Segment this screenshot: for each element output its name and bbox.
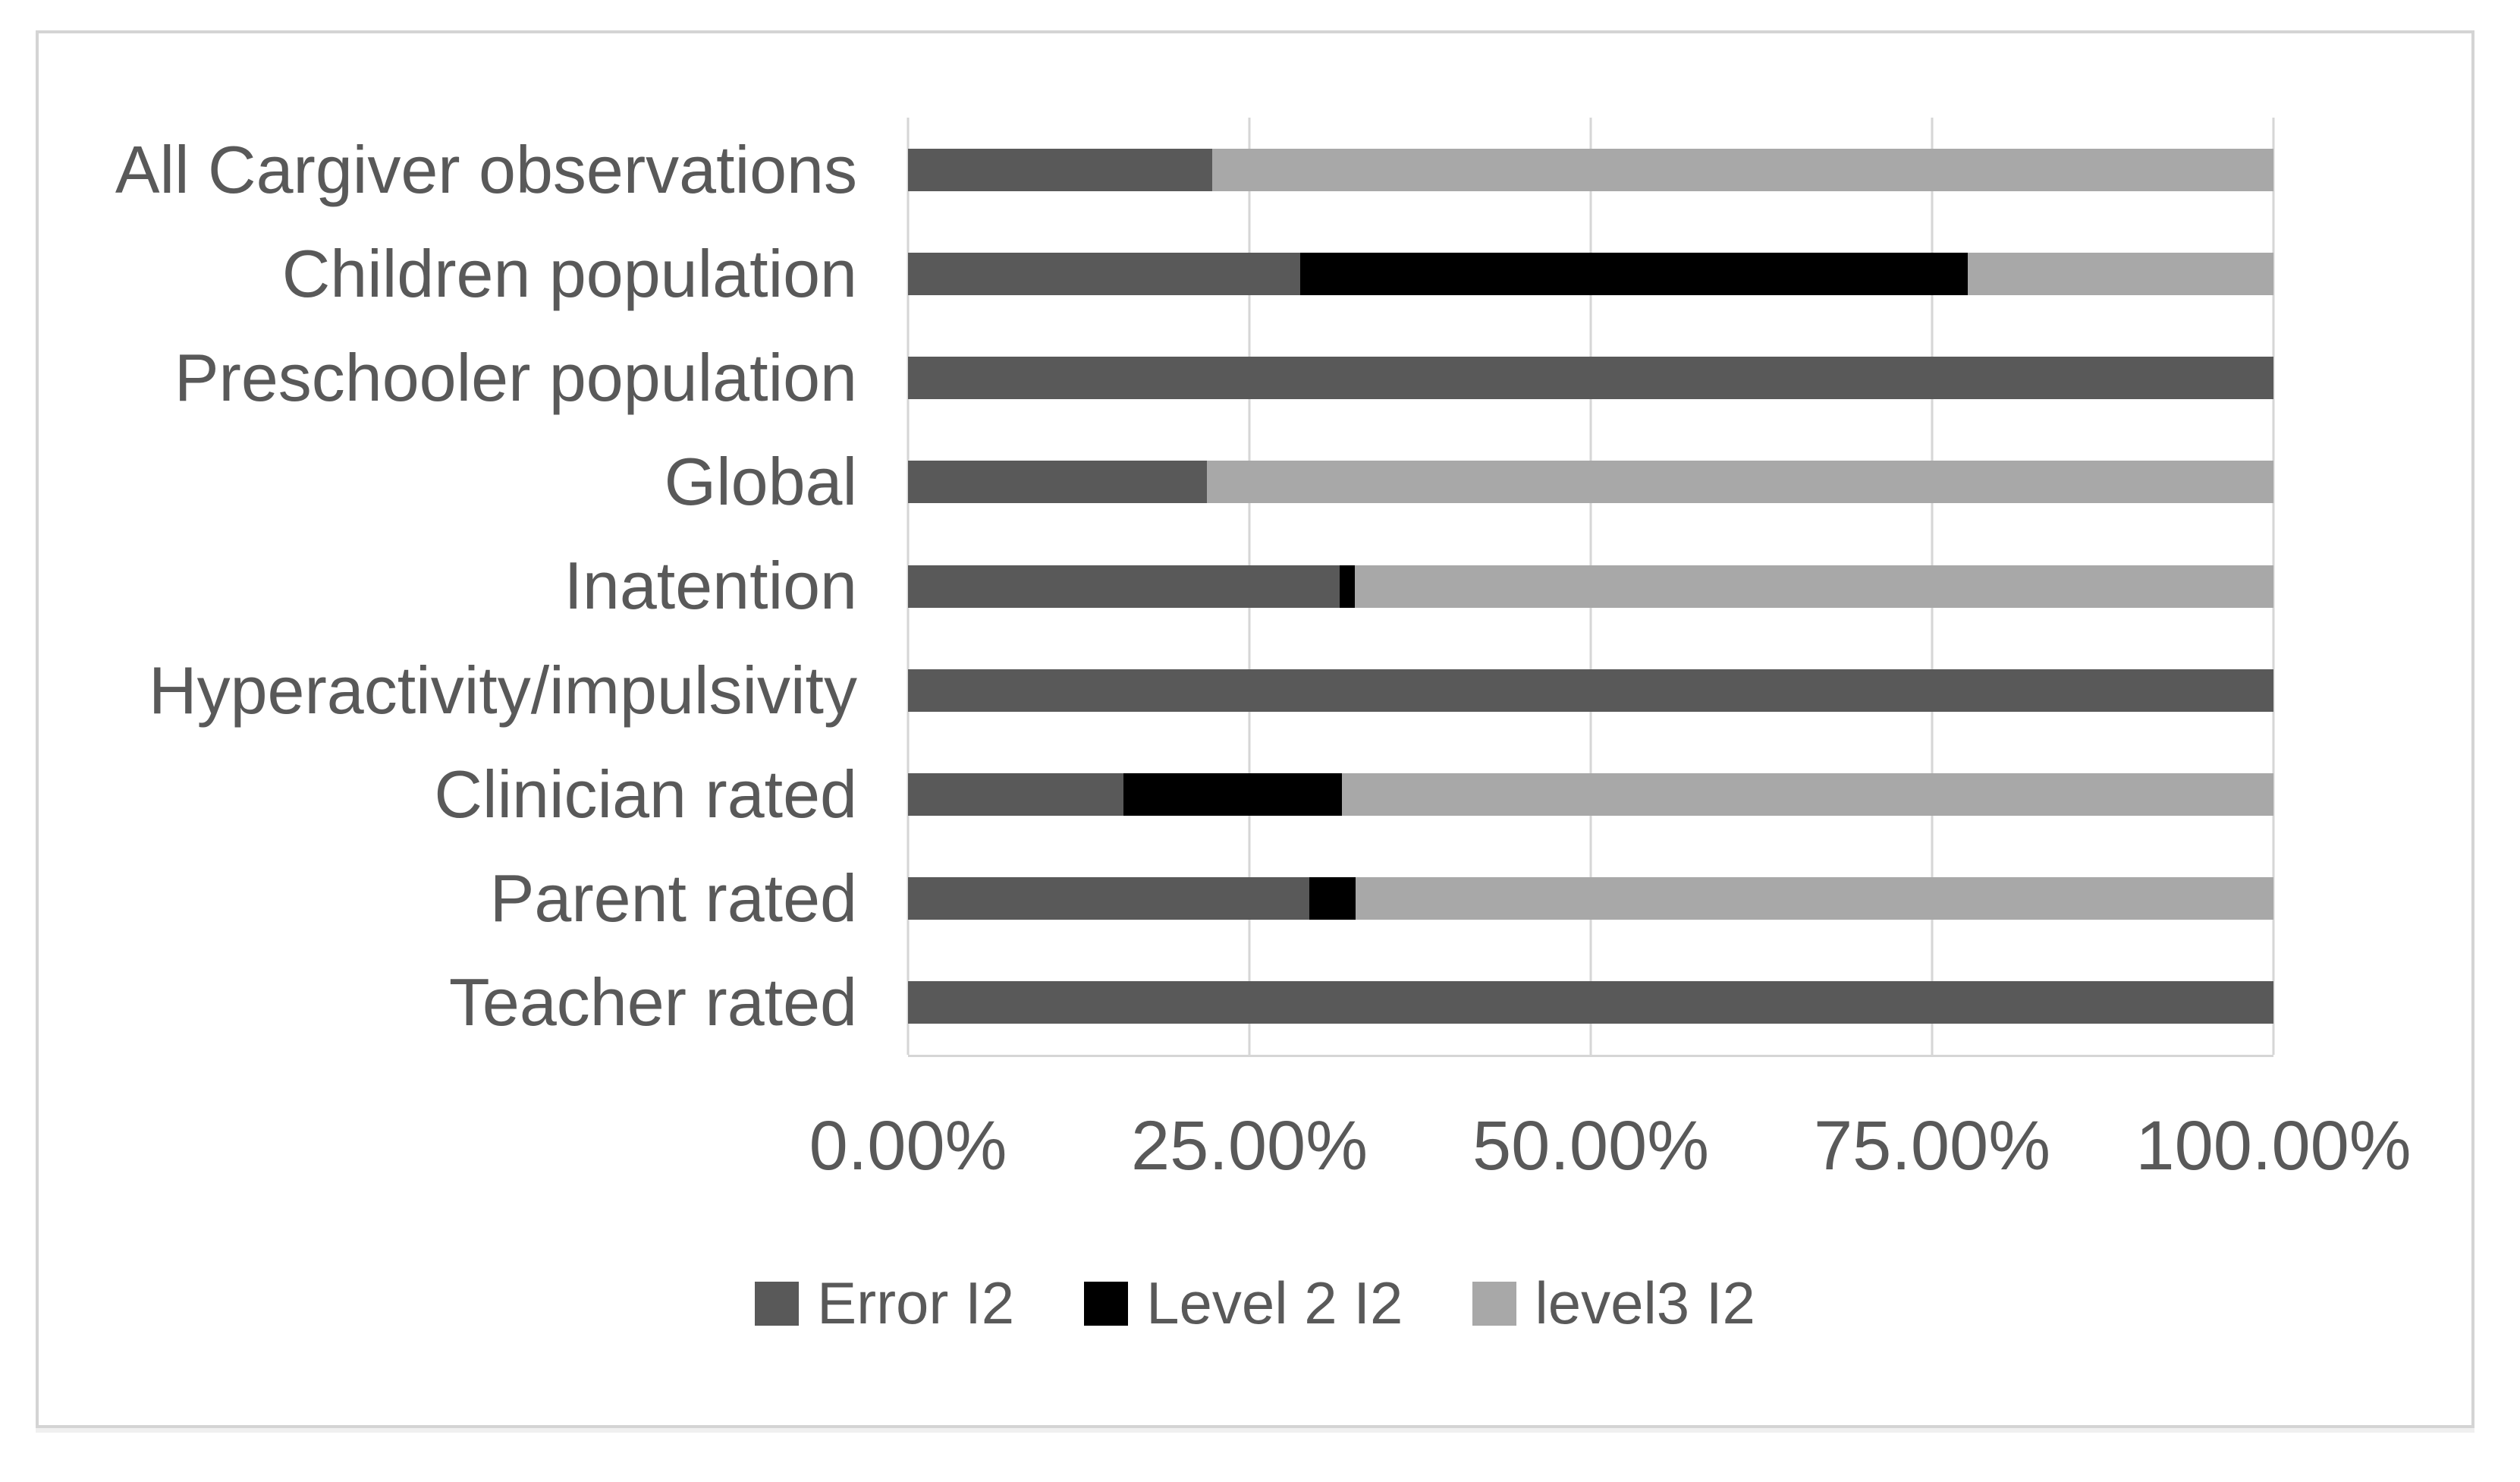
x-tick-label-75: 75.00% [1813,1107,2051,1185]
bar-row-clinician-rated [908,772,2273,816]
bar-segment-level3-i2 [1342,772,2273,816]
bar-segment-error-i2 [908,252,1300,295]
bar-segment-error-i2 [908,565,1340,608]
bar-segment-error-i2 [908,148,1213,191]
bar-segment-level-2-i2 [1123,772,1343,816]
legend-marker-level-2-i2-icon [1084,1281,1129,1326]
plot-area [907,118,2275,1057]
bar-segment-level3-i2 [1212,148,2273,191]
x-axis-line [908,1055,2273,1057]
bar-row-inatention [908,565,2273,608]
bar-segment-error-i2 [908,877,1310,920]
bar-row-all-cargiver-observations [908,148,2273,191]
bar-segment-error-i2 [908,772,1124,816]
bar-row-hyperactivity-impulsivity [908,669,2273,712]
bar-segment-error-i2 [908,981,2273,1024]
category-label-preschooler-population: Preschooler population [174,340,857,416]
gridline-100 [2272,118,2275,1055]
legend-marker-level3-i2-icon [1472,1281,1517,1326]
bar-row-children-population [908,252,2273,295]
bar-segment-error-i2 [908,461,1208,504]
bar-row-parent-rated [908,877,2273,920]
x-tick-label-25: 25.00% [1130,1107,1368,1185]
bar-segment-level-2-i2 [1299,252,1968,295]
bar-segment-level3-i2 [1207,461,2273,504]
legend-label-error-i2: Error I2 [817,1270,1015,1336]
category-label-all-cargiver-observations: All Cargiver observations [115,131,857,207]
x-tick-label-50: 50.00% [1472,1107,1710,1185]
bar-segment-level-2-i2 [1309,877,1356,920]
bar-segment-level3-i2 [1356,877,2273,920]
bar-row-preschooler-population [908,357,2273,400]
x-tick-label-100: 100.00% [2135,1107,2412,1185]
bar-row-teacher-rated [908,981,2273,1024]
bar-segment-level-2-i2 [1339,565,1355,608]
category-label-inatention: Inatention [564,548,857,624]
category-label-children-population: Children population [281,235,857,311]
category-label-parent-rated: Parent rated [489,861,857,936]
legend-item-level3-i2: level3 I2 [1472,1269,1755,1338]
category-label-global: Global [664,444,857,520]
legend-label-level3-i2: level3 I2 [1535,1270,1755,1336]
legend-marker-error-i2-icon [755,1281,800,1326]
legend-label-level-2-i2: Level 2 I2 [1146,1270,1403,1336]
bar-row-global [908,461,2273,504]
legend-item-error-i2: Error I2 [755,1269,1014,1338]
x-tick-label-0: 0.00% [809,1107,1007,1185]
category-label-teacher-rated: Teacher rated [448,964,857,1040]
bar-segment-level3-i2 [1354,565,2273,608]
category-label-clinician-rated: Clinician rated [434,756,857,832]
category-label-hyperactivity-impulsivity: Hyperactivity/impulsivity [149,652,857,728]
bar-segment-error-i2 [908,357,2273,400]
bar-segment-level3-i2 [1967,252,2273,295]
bar-segment-error-i2 [908,669,2273,712]
legend-item-level-2-i2: Level 2 I2 [1084,1269,1403,1338]
legend: Error I2 Level 2 I2 level3 I2 [36,1269,2474,1338]
